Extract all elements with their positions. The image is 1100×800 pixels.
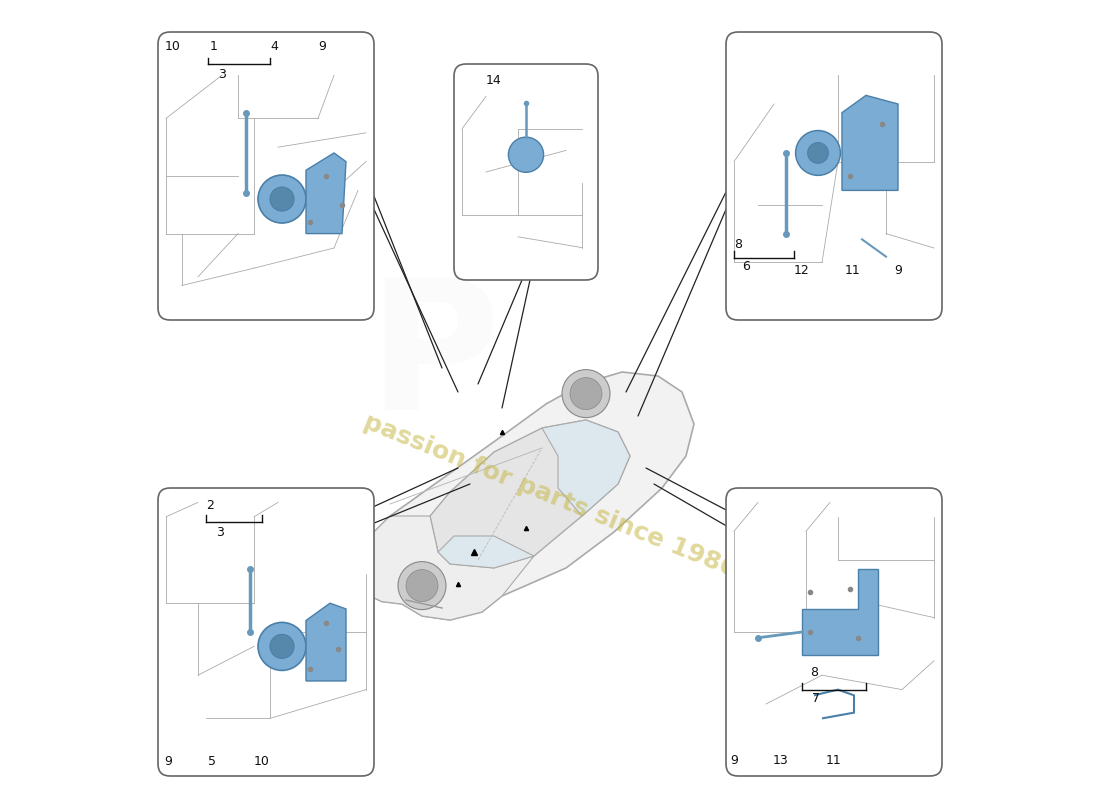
Text: 10: 10 <box>254 755 270 768</box>
FancyBboxPatch shape <box>158 32 374 320</box>
Text: 5: 5 <box>208 755 216 768</box>
Polygon shape <box>542 420 630 516</box>
Circle shape <box>562 370 611 418</box>
Text: 14: 14 <box>486 74 502 86</box>
Circle shape <box>270 187 294 211</box>
Polygon shape <box>802 569 878 655</box>
Circle shape <box>258 175 306 223</box>
Text: 1: 1 <box>210 40 218 53</box>
FancyBboxPatch shape <box>158 488 374 776</box>
Text: 11: 11 <box>845 264 860 277</box>
FancyBboxPatch shape <box>726 32 942 320</box>
Polygon shape <box>438 536 534 568</box>
Circle shape <box>807 142 828 163</box>
FancyBboxPatch shape <box>726 488 942 776</box>
Polygon shape <box>430 420 630 568</box>
Text: 7: 7 <box>813 692 821 706</box>
Text: 4: 4 <box>270 40 278 53</box>
Text: 12: 12 <box>794 264 810 277</box>
Text: 13: 13 <box>772 754 788 766</box>
Text: 8: 8 <box>810 666 818 678</box>
Text: 3: 3 <box>216 526 223 539</box>
Text: 9: 9 <box>164 755 173 768</box>
Circle shape <box>258 622 306 670</box>
Circle shape <box>398 562 446 610</box>
Text: 9: 9 <box>894 264 902 277</box>
Text: 11: 11 <box>826 754 842 766</box>
Circle shape <box>270 634 294 658</box>
Circle shape <box>795 130 840 175</box>
Text: 9: 9 <box>318 40 326 53</box>
Text: passion for parts since 1986: passion for parts since 1986 <box>360 410 740 582</box>
FancyBboxPatch shape <box>454 64 598 280</box>
Polygon shape <box>842 95 898 190</box>
Text: 9: 9 <box>730 754 738 766</box>
Polygon shape <box>350 372 694 620</box>
Text: 2: 2 <box>206 499 213 512</box>
Text: P: P <box>367 272 500 448</box>
Text: 6: 6 <box>742 261 750 274</box>
Circle shape <box>406 570 438 602</box>
Circle shape <box>508 137 543 172</box>
Text: 3: 3 <box>218 69 226 82</box>
Polygon shape <box>362 516 534 620</box>
Polygon shape <box>306 603 346 681</box>
Polygon shape <box>306 153 346 234</box>
Text: 10: 10 <box>164 40 180 53</box>
Circle shape <box>570 378 602 410</box>
Text: 8: 8 <box>734 238 742 250</box>
